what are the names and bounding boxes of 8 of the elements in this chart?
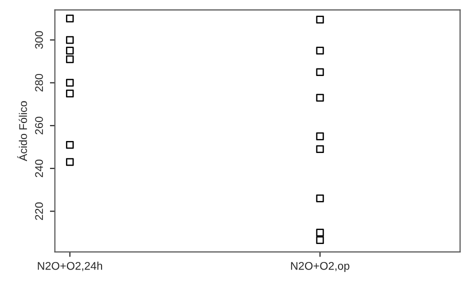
y-axis-title: Ácido Fólico	[17, 101, 28, 162]
x-tick-label: N2O+O2,24h	[38, 262, 102, 272]
y-tick-label: 280	[35, 74, 43, 92]
y-tick-label: 220	[35, 202, 43, 220]
y-tick-label: 300	[35, 31, 43, 49]
y-tick-label: 260	[35, 116, 43, 134]
y-tick-label: 240	[35, 160, 43, 178]
x-tick-label: N2O+O2,op	[291, 262, 350, 272]
